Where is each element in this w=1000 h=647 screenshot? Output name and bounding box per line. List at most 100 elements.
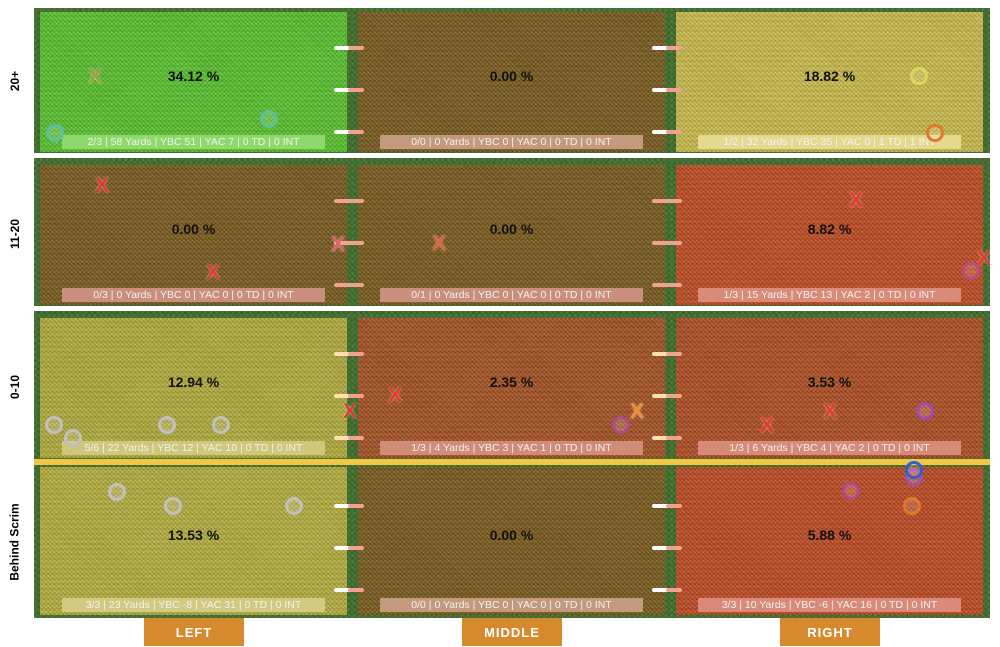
- zone-stat-line: 3/3 | 10 Yards | YBC -6 | YAC 16 | 0 TD …: [698, 598, 961, 612]
- zone-11-20-right[interactable]: 8.82 % 1/3 | 15 Yards | YBC 13 | YAC 2 |…: [676, 165, 983, 305]
- hash-mark: [652, 130, 676, 134]
- completed-pass-marker[interactable]: [612, 416, 630, 434]
- hash-mark: [652, 241, 676, 245]
- hash-mark: [666, 283, 682, 287]
- column-left-button[interactable]: LEFT: [144, 618, 244, 646]
- zone-percentage: 5.88 %: [807, 527, 852, 543]
- hash-mark: [666, 546, 682, 550]
- hash-mark: [348, 352, 364, 356]
- zone-20plus-left[interactable]: 34.12 % 2/3 | 58 Yards | YBC 51 | YAC 7 …: [40, 12, 347, 152]
- zone-percentage: 3.53 %: [807, 374, 852, 390]
- column-middle-button[interactable]: MIDDLE: [462, 618, 562, 646]
- hash-mark: [348, 546, 364, 550]
- completed-pass-marker[interactable]: [916, 402, 934, 420]
- hash-mark: [652, 588, 676, 592]
- hash-mark: [334, 546, 358, 550]
- incomplete-pass-marker[interactable]: X: [848, 188, 863, 212]
- incomplete-pass-marker[interactable]: X: [330, 232, 345, 256]
- hash-mark: [652, 436, 676, 440]
- completed-pass-marker[interactable]: [926, 124, 944, 142]
- hash-mark: [348, 283, 364, 287]
- hash-mark: [348, 504, 364, 508]
- hash-mark: [334, 130, 358, 134]
- zone-behind-scrim-right[interactable]: 5.88 % 3/3 | 10 Yards | YBC -6 | YAC 16 …: [676, 467, 983, 615]
- zone-percentage: 8.82 %: [807, 221, 852, 237]
- completed-pass-marker[interactable]: [46, 124, 64, 142]
- row-divider: [34, 306, 990, 311]
- incomplete-pass-marker[interactable]: X: [387, 383, 402, 407]
- zone-percentage: 18.82 %: [803, 68, 856, 84]
- hash-mark: [348, 588, 364, 592]
- completed-pass-marker[interactable]: [962, 262, 980, 280]
- hash-mark: [666, 394, 682, 398]
- row-divider: [34, 153, 990, 158]
- hash-mark: [652, 46, 676, 50]
- hash-mark: [348, 241, 364, 245]
- hash-mark: [666, 130, 682, 134]
- row-label-behind-scrim: Behind Scrim: [8, 503, 23, 581]
- incomplete-pass-marker[interactable]: X: [759, 413, 774, 437]
- zone-stat-line: 0/3 | 0 Yards | YBC 0 | YAC 0 | 0 TD | 0…: [62, 288, 325, 302]
- row-label-11-20: 11-20: [8, 218, 22, 250]
- completed-pass-marker[interactable]: [45, 416, 63, 434]
- incomplete-pass-marker[interactable]: X: [205, 260, 220, 284]
- zone-0-10-middle[interactable]: 2.35 % 1/3 | 4 Yards | YBC 3 | YAC 1 | 0…: [358, 318, 665, 458]
- hash-mark: [652, 283, 676, 287]
- completed-pass-marker[interactable]: [164, 497, 182, 515]
- hash-mark: [348, 436, 364, 440]
- zone-percentage: 13.53 %: [167, 527, 220, 543]
- interception-marker[interactable]: X: [629, 399, 644, 423]
- zone-behind-scrim-middle[interactable]: 0.00 % 0/0 | 0 Yards | YBC 0 | YAC 0 | 0…: [358, 467, 665, 615]
- completed-pass-marker[interactable]: [903, 497, 921, 515]
- zone-percentage: 2.35 %: [489, 374, 534, 390]
- hash-mark: [348, 46, 364, 50]
- zone-behind-scrim-left[interactable]: 13.53 % 3/3 | 23 Yards | YBC -8 | YAC 31…: [40, 467, 347, 615]
- row-label-0-10: 0-10: [8, 374, 22, 400]
- hash-mark: [334, 199, 358, 203]
- zone-percentage: 0.00 %: [489, 221, 534, 237]
- column-right-button[interactable]: RIGHT: [780, 618, 880, 646]
- zone-stat-line: 5/6 | 22 Yards | YBC 12 | YAC 10 | 0 TD …: [62, 441, 325, 455]
- zone-stat-line: 0/0 | 0 Yards | YBC 0 | YAC 0 | 0 TD | 0…: [380, 135, 643, 149]
- zone-20plus-middle[interactable]: 0.00 % 0/0 | 0 Yards | YBC 0 | YAC 0 | 0…: [358, 12, 665, 152]
- incomplete-pass-marker[interactable]: X: [342, 399, 357, 423]
- zone-stat-line: 3/3 | 23 Yards | YBC -8 | YAC 31 | 0 TD …: [62, 598, 325, 612]
- completed-pass-marker[interactable]: [842, 482, 860, 500]
- zone-11-20-middle[interactable]: 0.00 % 0/1 | 0 Yards | YBC 0 | YAC 0 | 0…: [358, 165, 665, 305]
- completed-pass-marker[interactable]: [285, 497, 303, 515]
- hash-mark: [334, 88, 358, 92]
- zone-0-10-right[interactable]: 3.53 % 1/3 | 6 Yards | YBC 4 | YAC 2 | 0…: [676, 318, 983, 458]
- zone-stat-line: 1/3 | 6 Yards | YBC 4 | YAC 2 | 0 TD | 0…: [698, 441, 961, 455]
- zone-stat-line: 1/2 | 32 Yards | YBC 35 | YAC 0 | 1 TD |…: [698, 135, 961, 149]
- hash-mark: [334, 394, 358, 398]
- hash-mark: [348, 88, 364, 92]
- zone-stat-line: 2/3 | 58 Yards | YBC 51 | YAC 7 | 0 TD |…: [62, 135, 325, 149]
- completed-pass-marker[interactable]: [108, 483, 126, 501]
- hash-mark: [334, 436, 358, 440]
- hash-mark: [666, 352, 682, 356]
- incomplete-pass-marker[interactable]: X: [822, 399, 837, 423]
- line-of-scrimmage: [34, 459, 990, 465]
- incomplete-pass-marker[interactable]: X: [94, 173, 109, 197]
- zone-stat-line: 0/0 | 0 Yards | YBC 0 | YAC 0 | 0 TD | 0…: [380, 598, 643, 612]
- completed-pass-marker[interactable]: [158, 416, 176, 434]
- zone-stat-line: 0/1 | 0 Yards | YBC 0 | YAC 0 | 0 TD | 0…: [380, 288, 643, 302]
- hash-mark: [334, 241, 358, 245]
- completed-pass-marker[interactable]: [260, 110, 278, 128]
- zone-11-20-left[interactable]: 0.00 % 0/3 | 0 Yards | YBC 0 | YAC 0 | 0…: [40, 165, 347, 305]
- incomplete-pass-marker[interactable]: X: [87, 64, 102, 88]
- hash-mark: [334, 46, 358, 50]
- zone-stat-line: 1/3 | 4 Yards | YBC 3 | YAC 1 | 0 TD | 0…: [380, 441, 643, 455]
- completed-pass-marker[interactable]: [910, 67, 928, 85]
- zone-percentage: 34.12 %: [167, 68, 220, 84]
- hash-mark: [348, 199, 364, 203]
- completed-pass-marker[interactable]: [905, 461, 923, 479]
- hash-mark: [666, 241, 682, 245]
- incomplete-pass-marker[interactable]: X: [431, 231, 446, 255]
- zone-0-10-left[interactable]: 12.94 % 5/6 | 22 Yards | YBC 12 | YAC 10…: [40, 318, 347, 458]
- incomplete-pass-marker[interactable]: X: [976, 246, 991, 270]
- completed-pass-marker[interactable]: [64, 429, 82, 447]
- completed-pass-marker[interactable]: [212, 416, 230, 434]
- zone-percentage: 12.94 %: [167, 374, 220, 390]
- hash-mark: [666, 504, 682, 508]
